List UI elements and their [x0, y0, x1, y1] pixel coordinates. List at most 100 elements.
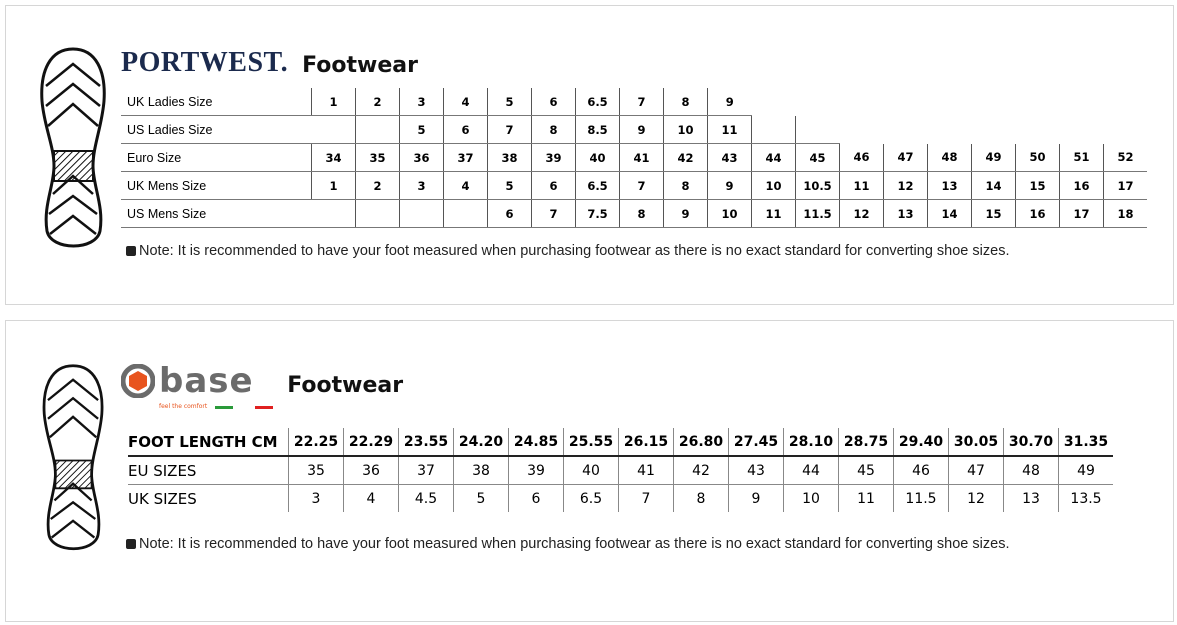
table-cell [399, 199, 444, 228]
table-cell: 28.10 [783, 428, 839, 457]
table-cell: 42 [663, 143, 708, 172]
table-cell: 17 [1059, 199, 1104, 228]
table-cell: 46 [893, 456, 949, 485]
table-cell: 11.5 [795, 199, 840, 228]
table-cell: 27.45 [728, 428, 784, 457]
table-cell: 10 [663, 115, 708, 144]
table-cell: 6 [487, 199, 532, 228]
table-cell: 4.5 [398, 484, 454, 512]
table-row: FOOT LENGTH CM 22.25 22.29 23.55 24.20 24.85 2… [128, 428, 1113, 457]
table-cell [1104, 88, 1148, 116]
table-cell: 11.5 [893, 484, 949, 512]
table-cell: 11 [751, 199, 796, 228]
table-cell [1016, 116, 1060, 144]
table-cell: 43 [707, 143, 752, 172]
table-cell: 25.55 [563, 428, 619, 457]
table-cell: 37 [443, 143, 488, 172]
table-cell: 6.5 [575, 171, 620, 200]
table-cell: 9 [707, 88, 752, 116]
table-cell [884, 88, 928, 116]
table-cell: 5 [453, 484, 509, 512]
table-cell: 18 [1103, 199, 1147, 228]
base-header: base feel the comfort Footwear [121, 361, 403, 411]
portwest-panel: PORTWEST. Footwear UK Ladies Size 1 2 3 4 5 6 6… [5, 5, 1174, 305]
shoe-sole-icon [40, 47, 106, 248]
table-cell: 13.5 [1058, 484, 1113, 512]
table-cell: 1 [311, 171, 356, 200]
table-cell: 35 [288, 456, 344, 485]
table-row: UK SIZES 3 4 4.5 5 6 6.5 7 8 9 10 11 11.5 12 13 13.5 [128, 484, 1113, 512]
base-logo: base feel the comfort [121, 361, 274, 411]
table-cell: 10.5 [795, 171, 840, 200]
table-cell: 51 [1059, 143, 1104, 172]
table-cell: 36 [343, 456, 399, 485]
table-cell [795, 115, 840, 144]
table-cell: 6 [443, 115, 488, 144]
table-cell: 10 [707, 199, 752, 228]
hex-nut-icon [121, 364, 155, 398]
table-cell: 7.5 [575, 199, 620, 228]
table-cell: 3 [399, 88, 444, 116]
table-cell: 48 [1003, 456, 1059, 485]
table-cell: 6 [508, 484, 564, 512]
table-cell: 2 [355, 88, 400, 116]
row-label: US Mens Size [121, 199, 312, 228]
table-cell [355, 199, 400, 228]
portwest-header: PORTWEST. Footwear [121, 46, 418, 80]
table-cell: 34 [311, 143, 356, 172]
green-stripe [215, 405, 234, 409]
table-cell: 8 [673, 484, 729, 512]
table-cell: 8.5 [575, 115, 620, 144]
table-cell [1060, 88, 1104, 116]
table-cell: 24.85 [508, 428, 564, 457]
table-cell [972, 88, 1016, 116]
table-cell: 29.40 [893, 428, 949, 457]
table-cell: 24.20 [453, 428, 509, 457]
table-cell: 7 [487, 115, 532, 144]
table-cell [840, 88, 884, 116]
table-cell: 12 [948, 484, 1004, 512]
row-label: UK SIZES [128, 489, 197, 508]
table-cell: 4 [443, 171, 488, 200]
note-icon [126, 246, 136, 256]
table-cell [972, 116, 1016, 144]
table-row: UK Ladies Size 1 2 3 4 5 6 6.5 7 8 9 [121, 88, 1147, 116]
table-cell: 50 [1015, 143, 1060, 172]
table-cell: 8 [663, 88, 708, 116]
table-row: UK Mens Size 1 2 3 4 5 6 6.5 7 8 9 10 10.5 11 12 13 14 15… [121, 171, 1147, 200]
table-cell: 22.25 [288, 428, 344, 457]
table-cell: 30.70 [1003, 428, 1059, 457]
table-cell: 11 [839, 171, 884, 200]
table-cell: 6.5 [575, 88, 620, 116]
table-cell [1104, 116, 1148, 144]
base-panel: base feel the comfort Footwear FOOT LENG… [5, 320, 1174, 622]
table-cell: 49 [1058, 456, 1113, 485]
table-cell: 16 [1059, 171, 1104, 200]
table-cell: 35 [355, 143, 400, 172]
table-cell: 10 [751, 171, 796, 200]
table-cell: 45 [795, 143, 840, 172]
table-cell [796, 88, 840, 116]
table-cell: 5 [487, 88, 532, 116]
table-cell: 44 [751, 143, 796, 172]
table-cell: 4 [443, 88, 488, 116]
table-cell: 39 [531, 143, 576, 172]
table-row: EU SIZES 35 36 37 38 39 40 41 42 43 44 45 46 47 48 49 [128, 456, 1113, 485]
table-cell: 22.29 [343, 428, 399, 457]
table-cell [928, 88, 972, 116]
table-cell [752, 88, 796, 116]
table-cell: 45 [838, 456, 894, 485]
row-label: EU SIZES [128, 456, 289, 485]
table-cell: 47 [883, 143, 928, 172]
table-cell: 6 [531, 88, 576, 116]
table-cell: 5 [487, 171, 532, 200]
table-cell: 7 [619, 88, 664, 116]
table-cell: 37 [398, 456, 454, 485]
table-cell: 38 [487, 143, 532, 172]
table-cell: 7 [531, 199, 576, 228]
table-cell: 11 [838, 484, 894, 512]
base-size-table: FOOT LENGTH CM 22.25 22.29 23.55 24.20 24.85 2… [128, 428, 1113, 512]
table-cell [311, 115, 356, 144]
table-cell: 42 [673, 456, 729, 485]
table-cell: 48 [927, 143, 972, 172]
